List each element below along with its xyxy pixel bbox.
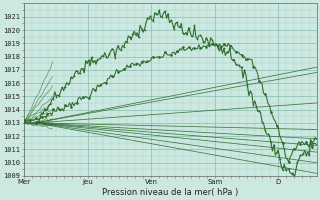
X-axis label: Pression niveau de la mer( hPa ): Pression niveau de la mer( hPa ): [102, 188, 238, 197]
